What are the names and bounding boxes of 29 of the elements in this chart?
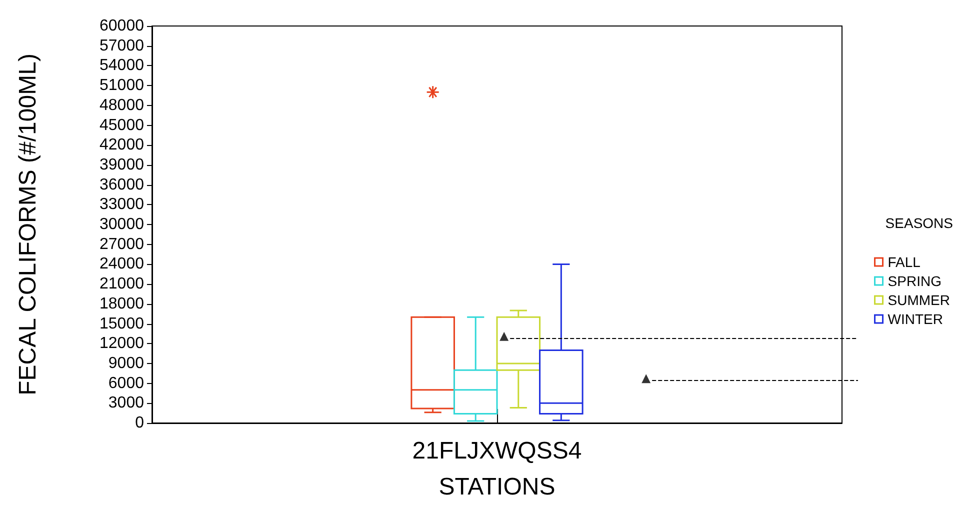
x-tick-label: 21FLJXWQSS4 bbox=[412, 438, 582, 464]
y-tick-label: 48000 bbox=[100, 96, 144, 114]
y-tick-label: 0 bbox=[135, 414, 144, 432]
y-tick-label: 18000 bbox=[100, 295, 144, 312]
y-tick-label: 27000 bbox=[100, 236, 144, 253]
y-tick-label: 9000 bbox=[108, 354, 144, 372]
y-tick-label: 33000 bbox=[100, 196, 144, 214]
legend-label: SUMMER bbox=[888, 292, 950, 308]
y-tick-label: 36000 bbox=[100, 176, 144, 194]
y-tick-label: 42000 bbox=[100, 136, 144, 154]
y-tick-label: 39000 bbox=[100, 156, 144, 174]
legend-title: SEASONS bbox=[885, 215, 954, 231]
y-tick-label: 54000 bbox=[100, 57, 144, 74]
y-tick-label: 6000 bbox=[108, 374, 144, 392]
y-tick-label: 3000 bbox=[108, 394, 144, 412]
y-tick-label: 57000 bbox=[100, 37, 144, 54]
y-tick-label: 21000 bbox=[100, 276, 144, 293]
y-tick-label: 45000 bbox=[100, 116, 144, 134]
y-tick-label: 24000 bbox=[100, 256, 144, 273]
x-axis-title: STATIONS bbox=[438, 474, 556, 500]
legend-label: WINTER bbox=[888, 311, 943, 327]
y-tick-label: 15000 bbox=[100, 315, 144, 332]
y-tick-label: 60000 bbox=[100, 18, 144, 34]
y-tick-label: 51000 bbox=[100, 77, 144, 94]
legend-label: SPRING bbox=[888, 273, 942, 289]
y-tick-label: 30000 bbox=[100, 216, 144, 233]
y-axis-title: FECAL COLIFORMS (#/100ML) bbox=[14, 54, 42, 396]
legend-label: FALL bbox=[888, 254, 921, 270]
y-tick-label: 12000 bbox=[100, 335, 144, 352]
